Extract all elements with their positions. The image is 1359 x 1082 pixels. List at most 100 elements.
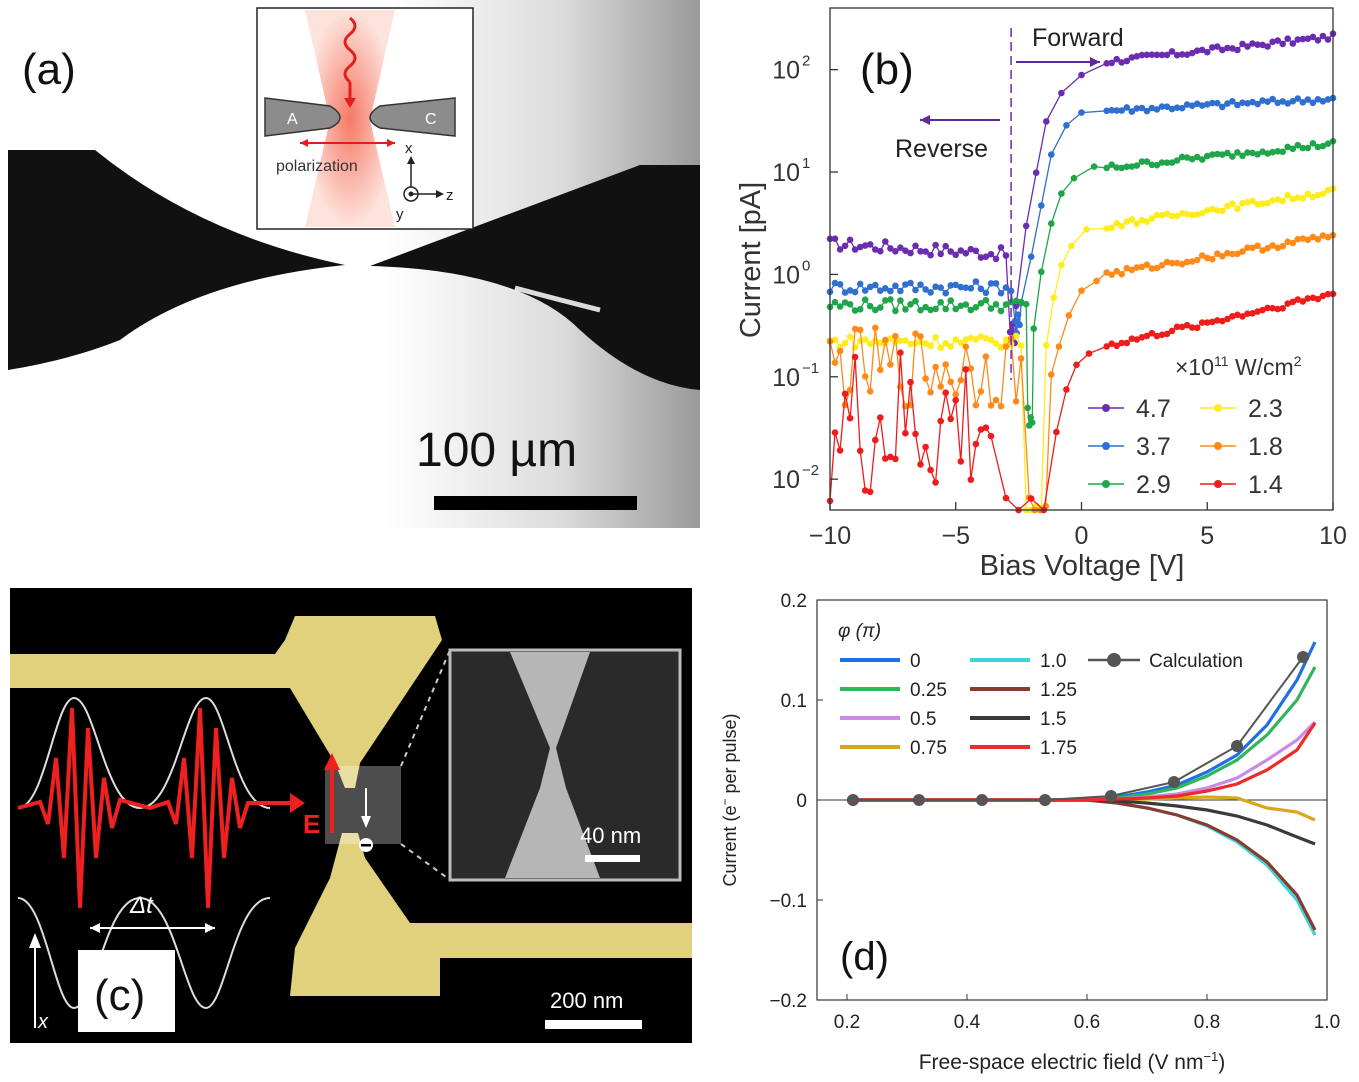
- data-point: [937, 250, 944, 258]
- data-point: [1284, 300, 1291, 307]
- calc-point: [1231, 740, 1243, 752]
- data-point: [1209, 318, 1216, 326]
- data-point: [1219, 103, 1226, 111]
- data-point: [1123, 264, 1131, 272]
- data-point: [861, 336, 869, 343]
- data-point: [1264, 304, 1271, 312]
- data-point: [1299, 99, 1307, 106]
- legend-label: Calculation: [1149, 651, 1243, 672]
- data-point: [841, 299, 849, 306]
- y-tick-exponent: 0: [802, 257, 810, 274]
- data-point: [962, 336, 970, 344]
- data-point: [1314, 295, 1322, 303]
- data-point: [1309, 33, 1317, 41]
- data-point: [1269, 304, 1276, 312]
- data-point: [1229, 250, 1236, 258]
- data-point: [1113, 107, 1120, 114]
- data-point: [1168, 159, 1176, 166]
- scale-bar: [434, 496, 637, 510]
- data-point: [1244, 43, 1251, 50]
- legend-item: 1.8: [1200, 433, 1283, 461]
- data-point: [1178, 323, 1186, 331]
- data-point: [1259, 148, 1266, 155]
- series-2.3: [826, 185, 1337, 514]
- data-point: [972, 304, 980, 311]
- legend-item: Calculation: [1088, 651, 1243, 672]
- data-point: [846, 236, 854, 244]
- data-point: [872, 306, 879, 314]
- data-point: [987, 280, 995, 287]
- data-point: [1153, 211, 1161, 219]
- data-point: [1128, 163, 1136, 170]
- data-point: [937, 383, 944, 390]
- data-point: [1173, 157, 1181, 164]
- series-line: [853, 656, 1304, 801]
- data-point: [1183, 101, 1191, 108]
- upper-electrode: [10, 616, 442, 788]
- data-point: [1178, 153, 1186, 161]
- data-point: [942, 305, 949, 313]
- data-point: [912, 286, 919, 294]
- legend-item: 3.7: [1088, 433, 1171, 461]
- panel-b: −10 −5 0 5 10 10 −2 10 −1 10 0 10 1 10 2 Forward Rever…: [720, 0, 1359, 590]
- data-point: [1274, 305, 1281, 313]
- data-point: [1264, 244, 1271, 252]
- data-point: [1234, 149, 1241, 156]
- data-point: [836, 281, 844, 288]
- data-point: [1319, 190, 1327, 198]
- y-tick-label: 10: [772, 261, 800, 289]
- data-point: [912, 330, 919, 338]
- data-point: [992, 340, 1000, 347]
- data-point: [1309, 99, 1317, 107]
- data-point: [1183, 51, 1191, 58]
- data-point: [1158, 331, 1166, 339]
- legend-item: 2.9: [1088, 471, 1171, 499]
- series-1.5: [847, 798, 1316, 846]
- data-point: [1279, 305, 1286, 312]
- data-point: [1038, 202, 1045, 209]
- data-point: [1118, 107, 1125, 114]
- data-point: [1148, 51, 1156, 58]
- data-point: [1163, 159, 1171, 166]
- y-axis-title: Current [pA]: [735, 182, 767, 338]
- data-point: [1209, 151, 1216, 158]
- data-point: [1158, 211, 1166, 219]
- data-point: [877, 304, 884, 311]
- data-point: [1309, 294, 1317, 302]
- data-point: [887, 287, 894, 295]
- data-point: [887, 245, 894, 252]
- data-point: [1138, 158, 1146, 165]
- data-point: [1254, 41, 1261, 48]
- wave-icon: [343, 16, 357, 84]
- data-point: [1183, 154, 1191, 161]
- data-point: [1168, 48, 1176, 55]
- data-point: [1204, 254, 1211, 262]
- data-point: [987, 305, 995, 312]
- data-point: [1209, 44, 1216, 51]
- data-point: [987, 402, 995, 409]
- data-point: [892, 332, 899, 340]
- data-point: [1113, 267, 1120, 275]
- legend-marker: [1214, 480, 1222, 488]
- data-point: [917, 306, 924, 314]
- data-point: [1068, 242, 1075, 250]
- data-point: [1284, 35, 1291, 42]
- data-point: [1123, 57, 1131, 65]
- data-point: [1249, 310, 1256, 317]
- reverse-label: Reverse: [895, 135, 988, 163]
- data-point: [1304, 144, 1312, 152]
- data-point: [1012, 398, 1020, 405]
- data-point: [1299, 144, 1307, 152]
- data-point: [1158, 159, 1166, 166]
- data-point: [1002, 284, 1010, 291]
- data-point: [1103, 269, 1110, 276]
- data-point: [1123, 163, 1131, 170]
- data-point: [1083, 226, 1090, 233]
- data-point: [1259, 200, 1266, 207]
- data-point: [977, 285, 985, 293]
- data-point: [902, 429, 909, 437]
- legend-title: ×1011 W/cm2: [1175, 353, 1302, 380]
- data-point: [1128, 54, 1136, 61]
- panel-d-chart: 0.2 0.4 0.6 0.8 1.0 −0.2 −0.1 0 0.1 0.2 (d) Free-…: [718, 591, 1340, 1074]
- scale-label: 200 nm: [550, 988, 623, 1013]
